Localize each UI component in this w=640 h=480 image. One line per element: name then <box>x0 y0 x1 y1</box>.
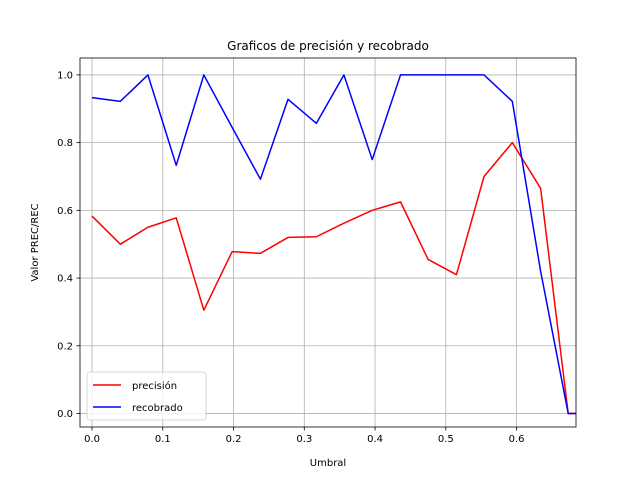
chart-title: Graficos de precisión y recobrado <box>227 39 429 53</box>
ticks: 0.0 0.1 0.2 0.3 0.4 0.5 0.6 0.0 0.2 0.4 0.6 0.8 1.0 <box>57 70 524 445</box>
series-line-recobrado <box>91 74 576 415</box>
y-tick-label: 0.4 <box>57 274 73 285</box>
y-axis-title: Valor PREC/REC <box>30 203 41 281</box>
y-tick-label: 0.2 <box>57 341 73 352</box>
series-line-precision <box>91 141 576 415</box>
y-tick-label: 0.0 <box>57 409 73 420</box>
y-tick-label: 1.0 <box>57 70 73 81</box>
x-tick-label: 0.1 <box>155 434 171 445</box>
x-tick-label: 0.5 <box>438 434 454 445</box>
y-tick-label: 0.8 <box>57 138 73 149</box>
x-tick-label: 0.3 <box>296 434 312 445</box>
x-tick-label: 0.6 <box>509 434 525 445</box>
series-lines <box>91 74 576 415</box>
x-tick-label: 0.4 <box>367 434 383 445</box>
legend-label: recobrado <box>132 403 183 414</box>
x-tick-label: 0.2 <box>226 434 242 445</box>
x-axis-title: Umbral <box>310 458 346 469</box>
legend-label: precisión <box>132 380 177 392</box>
plot-frame <box>79 57 577 428</box>
legend-box <box>86 371 207 421</box>
y-tick-label: 0.6 <box>57 206 73 217</box>
legend: precisión recobrado <box>86 371 207 421</box>
x-tick-label: 0.0 <box>84 434 100 445</box>
